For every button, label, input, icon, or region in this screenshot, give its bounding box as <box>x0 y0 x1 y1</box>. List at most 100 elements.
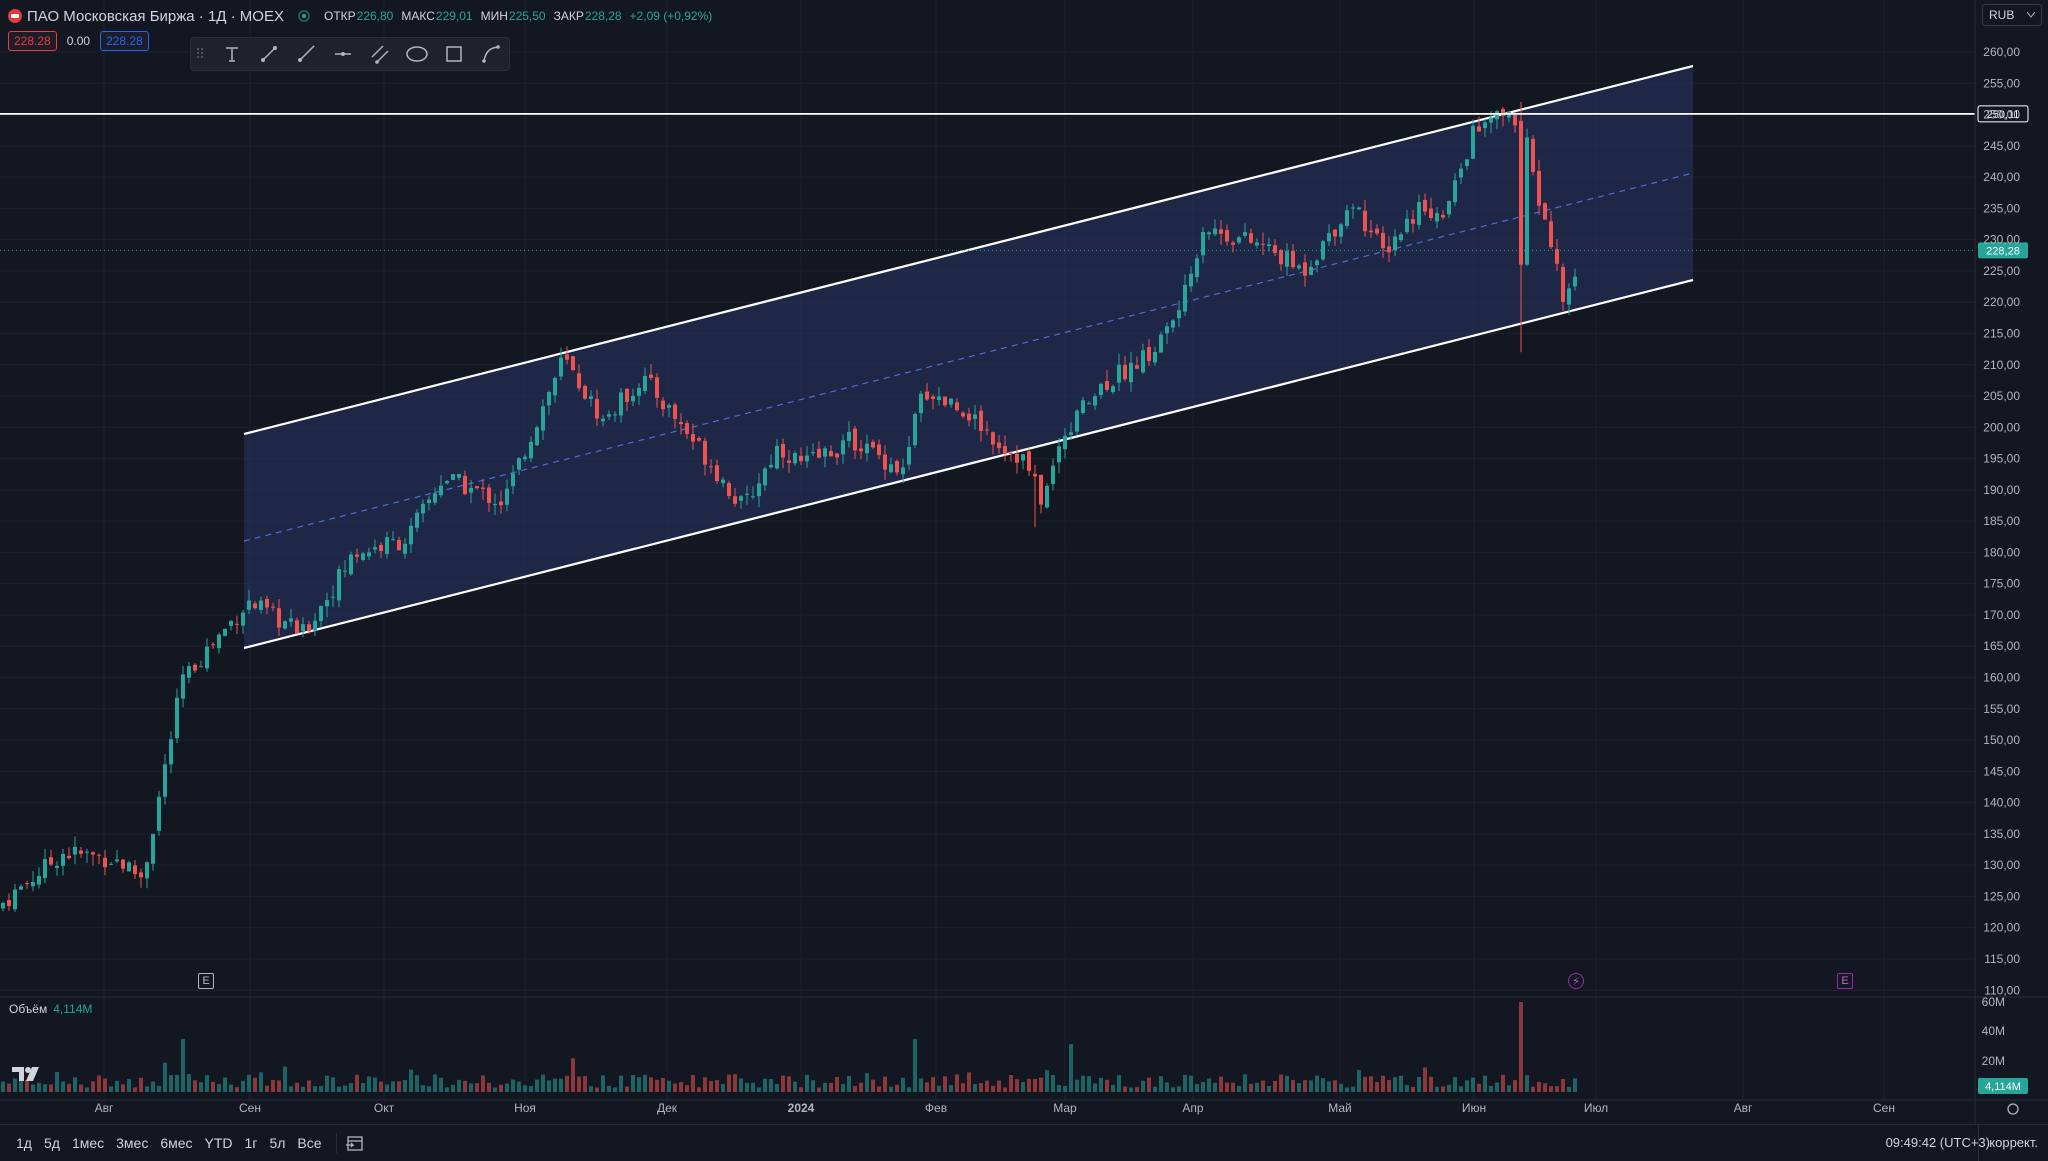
symbol-title[interactable]: ПАО Московская Биржа · 1Д · MOEX <box>27 7 284 25</box>
candle-body <box>223 628 227 636</box>
parallel-channel-icon[interactable] <box>361 39 398 69</box>
candle-body <box>1447 200 1451 215</box>
candle <box>1273 239 1277 256</box>
candle-body <box>301 624 305 632</box>
range-5d-button[interactable]: 5д <box>43 1134 60 1151</box>
candle <box>913 412 917 448</box>
candle-body <box>967 413 971 421</box>
sell-button[interactable]: 228.28 <box>8 31 57 51</box>
candle <box>727 480 731 500</box>
price-axis-label: 195,00 <box>1983 452 2020 466</box>
range-1d-button[interactable]: 1д <box>16 1134 32 1151</box>
range-1y-button[interactable]: 1г <box>244 1134 258 1151</box>
candle-body <box>949 398 953 405</box>
candle-body <box>1021 454 1025 461</box>
market-status-icon[interactable] <box>297 10 310 22</box>
volume-bar <box>625 1086 629 1092</box>
time-axis-label: Сен <box>1873 1101 1895 1115</box>
open-value: 226,80 <box>356 9 394 23</box>
candle <box>1531 135 1535 176</box>
candle <box>1471 119 1475 160</box>
ellipse-icon[interactable] <box>398 39 435 69</box>
candle-body <box>1039 474 1043 505</box>
clock-timezone[interactable]: 09:49:42 (UTC+3) <box>1885 1135 1990 1150</box>
trend-line-icon[interactable] <box>250 39 287 69</box>
range-all-button[interactable]: Все <box>297 1134 322 1151</box>
earnings-upcoming-marker-icon[interactable]: E <box>1837 973 1853 989</box>
candle <box>373 539 377 554</box>
candle <box>643 367 647 395</box>
volume-bar <box>1399 1075 1403 1092</box>
range-1m-button[interactable]: 1мес <box>71 1134 105 1151</box>
candle <box>1501 107 1505 127</box>
candle-body <box>685 423 689 434</box>
volume-bar <box>661 1077 665 1092</box>
ray-icon[interactable] <box>287 39 324 69</box>
candle <box>883 445 887 480</box>
candle-body <box>1153 352 1157 363</box>
candle-body <box>871 441 875 448</box>
drag-handle-icon[interactable]: ⠿ <box>195 46 206 62</box>
currency-selector[interactable]: RUB <box>1982 4 2042 26</box>
range-ytd-button[interactable]: YTD <box>204 1134 233 1151</box>
rectangle-icon[interactable] <box>435 39 472 69</box>
volume-bar <box>391 1081 395 1092</box>
adjust-toggle[interactable]: коррект. <box>1978 1125 2038 1161</box>
candle <box>1117 353 1121 392</box>
volume-bar <box>1099 1077 1103 1092</box>
candle <box>547 390 551 416</box>
candle-body <box>571 356 575 371</box>
volume-bar <box>733 1074 737 1092</box>
range-5y-button[interactable]: 5л <box>269 1134 286 1151</box>
path-icon[interactable] <box>472 39 509 69</box>
volume-bar <box>1045 1070 1049 1092</box>
candle-body <box>1351 207 1355 209</box>
candle-body <box>1111 386 1115 393</box>
candle-body <box>1237 237 1241 243</box>
candle-body <box>271 606 275 608</box>
candle <box>805 446 809 468</box>
candle-body <box>487 487 491 504</box>
range-6m-button[interactable]: 6мес <box>160 1134 193 1151</box>
candle <box>1279 248 1283 271</box>
candle <box>835 452 839 465</box>
candle <box>439 475 443 498</box>
volume-bar <box>7 1083 11 1092</box>
candle-body <box>547 392 551 406</box>
candle-body <box>1015 453 1019 463</box>
candle <box>85 848 89 863</box>
text-tool-icon[interactable] <box>213 39 250 69</box>
parallel-channel-drawing <box>243 64 1694 650</box>
candle <box>853 425 857 459</box>
volume-bar <box>1057 1084 1061 1092</box>
candle <box>583 384 587 401</box>
candle-body <box>1459 168 1463 178</box>
range-3m-button[interactable]: 3мес <box>116 1134 149 1151</box>
candle-body <box>715 465 719 482</box>
buy-button[interactable]: 228.28 <box>100 31 149 51</box>
tradingview-logo-icon[interactable] <box>12 1065 44 1088</box>
earnings-marker-icon[interactable]: E <box>198 973 214 989</box>
candle-body <box>619 392 623 416</box>
goto-date-icon[interactable] <box>345 1133 365 1153</box>
candle <box>763 466 767 491</box>
time-axis-label: Фев <box>925 1101 947 1115</box>
candle-body <box>1213 228 1217 235</box>
candle <box>955 398 959 412</box>
dividend-marker-icon[interactable]: ⚡ <box>1568 973 1584 989</box>
volume-bar <box>865 1073 869 1092</box>
candle <box>781 438 785 469</box>
price-chart[interactable]: 250,11 228,28 4,114M 260,00 255,00 250,00 245… <box>0 0 2048 1124</box>
candle-body <box>277 608 281 628</box>
candle <box>301 617 305 638</box>
candle-body <box>1555 249 1559 264</box>
candle <box>175 688 179 744</box>
currency-label: RUB <box>1989 8 2015 22</box>
volume-bar <box>1519 1002 1523 1092</box>
candle-body <box>343 570 347 572</box>
candle-body <box>373 547 377 550</box>
volume-bar <box>1345 1087 1349 1092</box>
candle-body <box>193 664 197 671</box>
candle-body <box>319 605 323 621</box>
horizontal-ray-icon[interactable] <box>324 39 361 69</box>
